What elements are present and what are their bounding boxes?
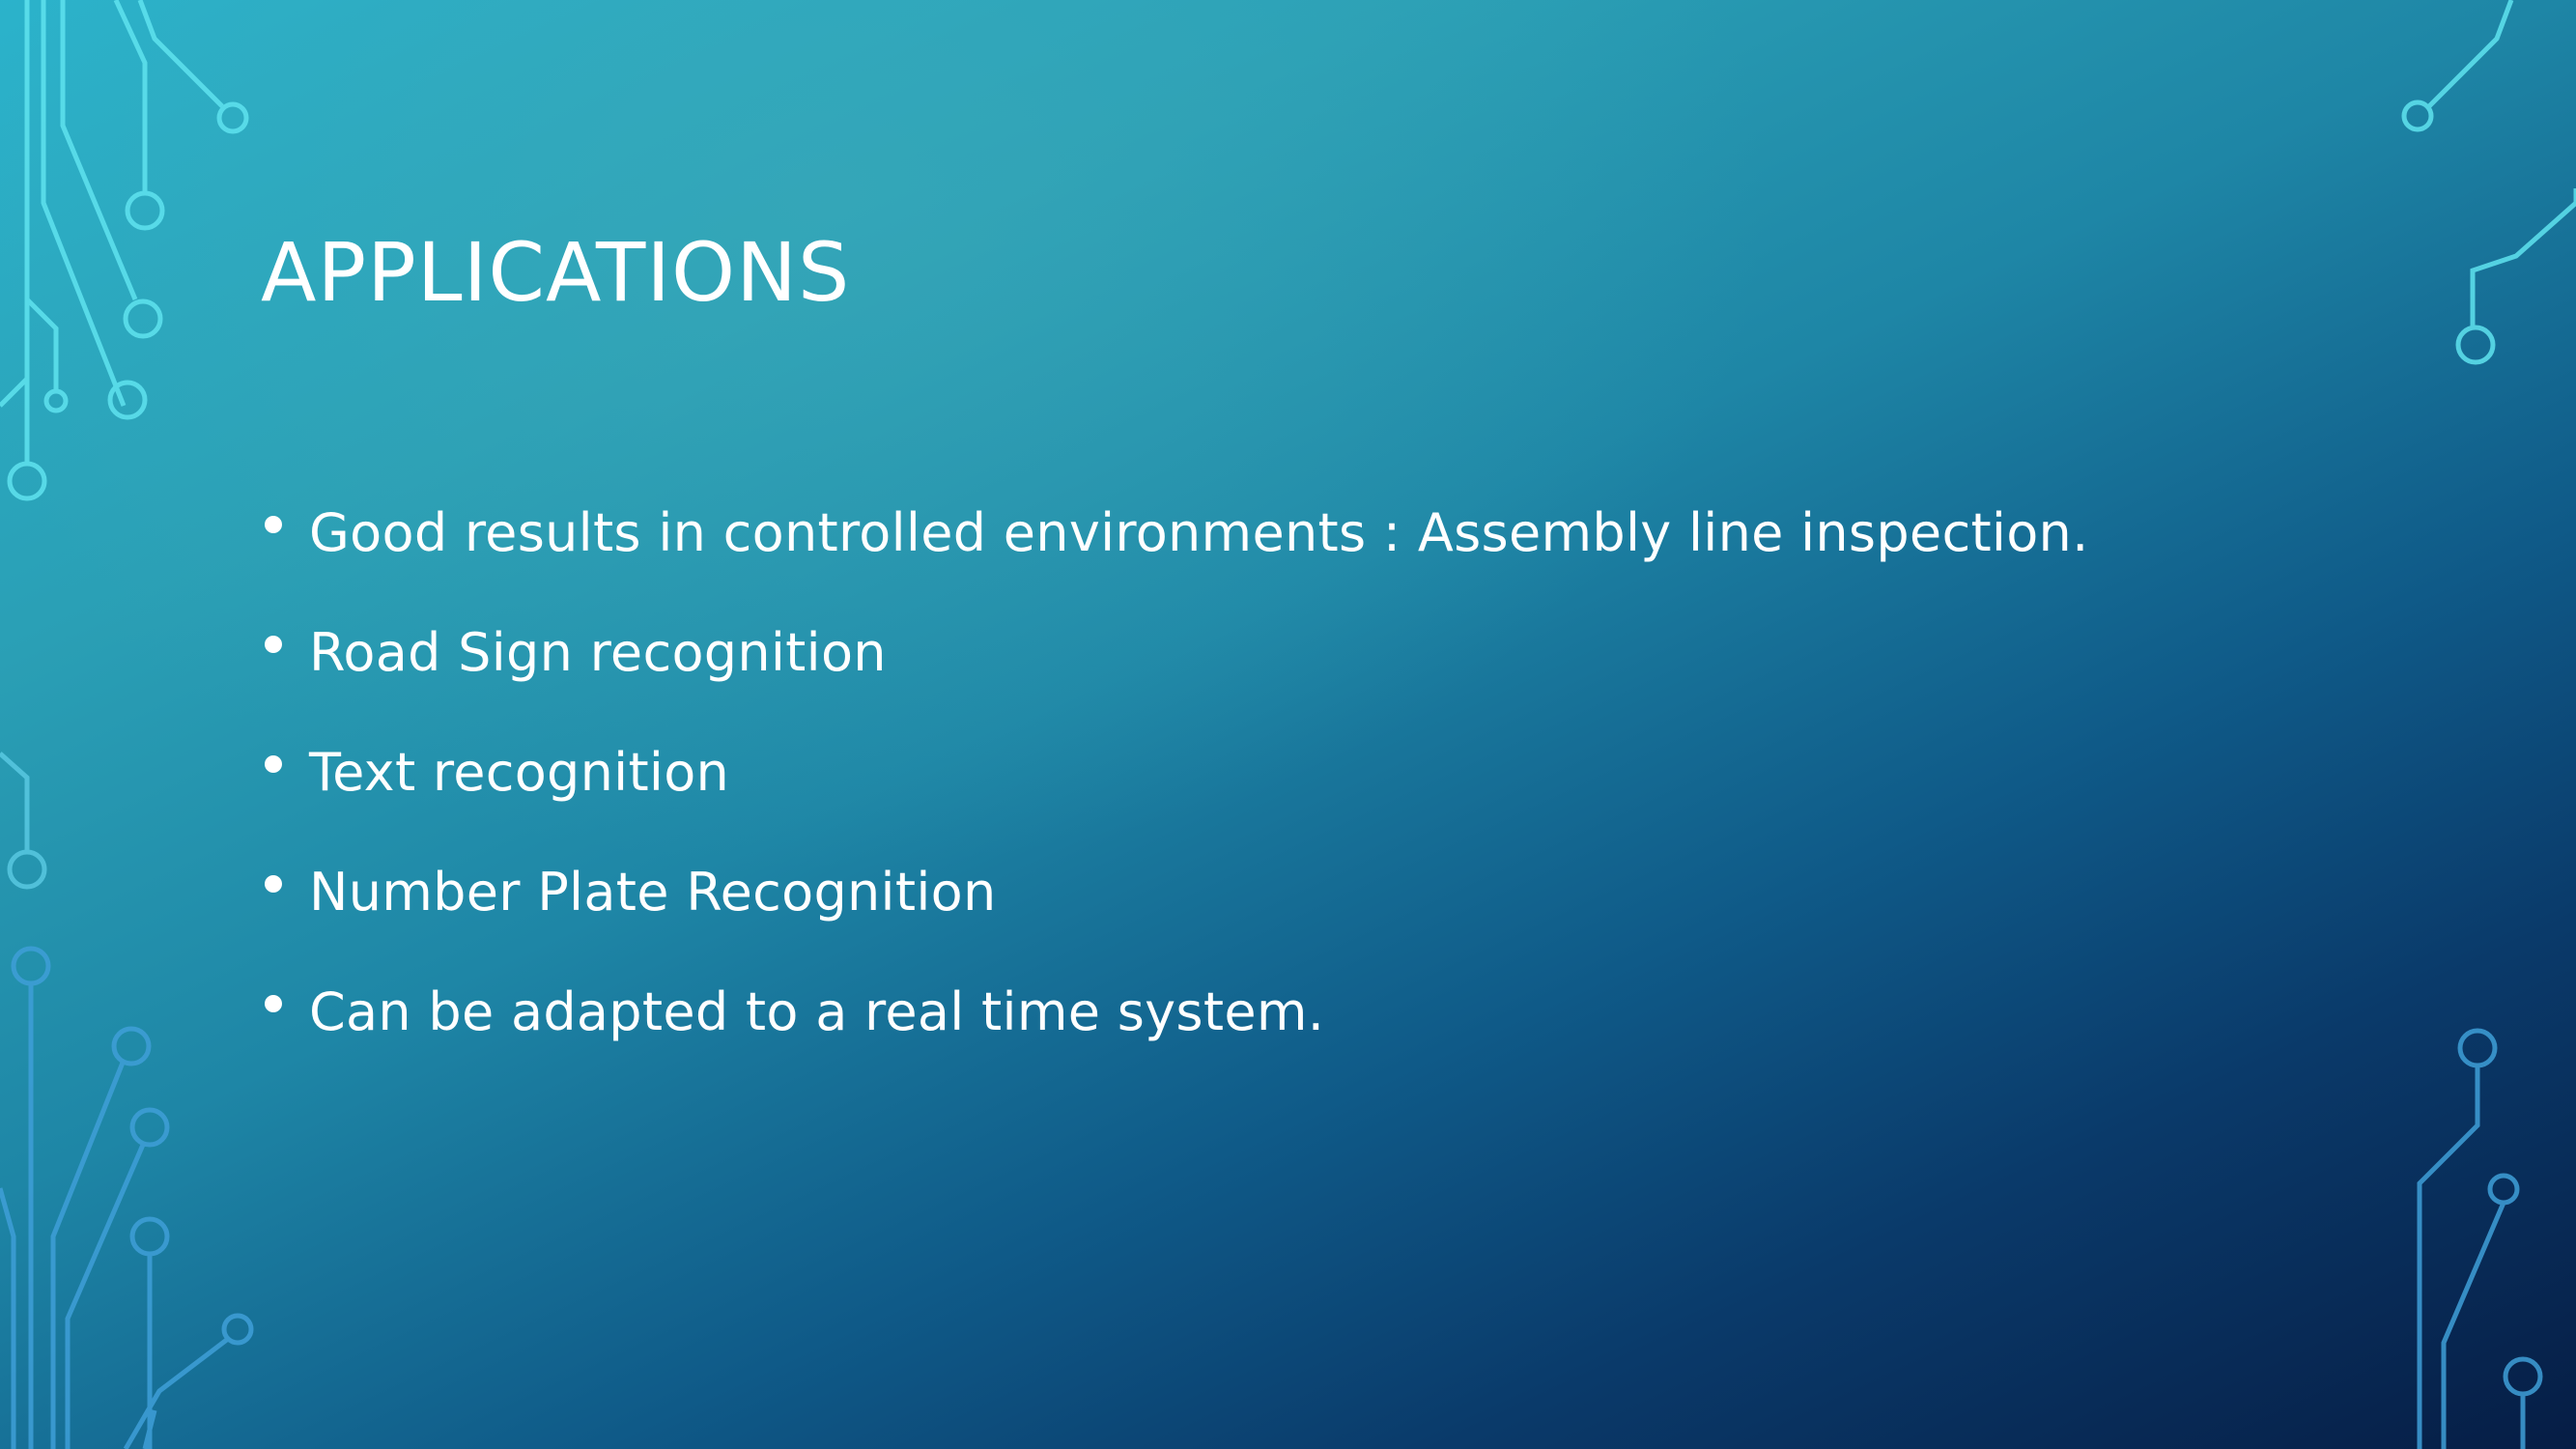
bullet-text: Text recognition (309, 742, 730, 803)
bullet-item: Number Plate Recognition (261, 862, 2089, 923)
bullet-item: Text recognition (261, 742, 2089, 804)
circuit-top-left (0, 0, 249, 501)
bullet-text: Road Sign recognition (309, 622, 887, 683)
bullet-text: Can be adapted to a real time system. (309, 981, 1325, 1042)
bullet-dot-icon (265, 995, 282, 1012)
circuit-top-right (2401, 0, 2576, 365)
circuit-mid-left (0, 752, 47, 890)
bullet-item: Road Sign recognition (261, 622, 2089, 684)
bullet-item: Can be adapted to a real time system. (261, 981, 2089, 1043)
slide-title: APPLICATIONS (261, 225, 851, 320)
bullet-list: Good results in controlled environments … (261, 502, 2089, 1101)
bullet-item: Good results in controlled environments … (261, 502, 2089, 564)
bullet-dot-icon (265, 516, 282, 533)
bullet-dot-icon (265, 755, 282, 773)
bullet-text: Number Plate Recognition (309, 862, 997, 923)
bullet-text: Good results in controlled environments … (309, 502, 2089, 563)
circuit-bottom-right (2417, 1028, 2543, 1449)
circuit-bottom-left (0, 946, 254, 1449)
bullet-dot-icon (265, 875, 282, 893)
bullet-dot-icon (265, 636, 282, 653)
